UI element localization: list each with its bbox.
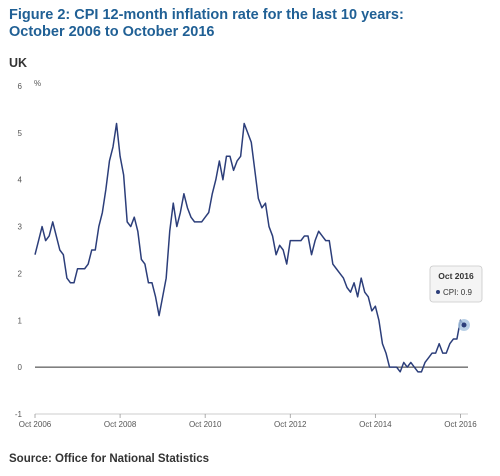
plot-area (34, 122, 470, 373)
y-tick-label: -1 (15, 410, 23, 419)
tooltip-value: CPI: 0.9 (443, 288, 472, 297)
data-point-oct-2016[interactable] (461, 322, 467, 328)
y-tick-label: 0 (18, 363, 23, 372)
y-tick-label: 1 (18, 316, 23, 325)
y-tick-label: 4 (18, 176, 23, 185)
y-tick-label: 6 (18, 82, 23, 91)
tooltip-series-marker (436, 290, 440, 294)
tooltip-title: Oct 2016 (438, 271, 474, 281)
x-tick-label: Oct 2006 (19, 420, 52, 429)
x-tick-label: Oct 2016 (444, 420, 477, 429)
tooltip: Oct 2016 CPI: 0.9 (429, 265, 483, 303)
series-line-cpi[interactable] (34, 122, 465, 373)
geography-label: UK (9, 56, 28, 70)
x-tick-label: Oct 2008 (104, 420, 137, 429)
x-tick-label: Oct 2014 (359, 420, 392, 429)
y-tick-label: 3 (18, 223, 23, 232)
y-axis: % -1 0 1 2 3 4 5 6 (15, 79, 41, 419)
x-tick-label: Oct 2010 (189, 420, 222, 429)
y-axis-unit-label: % (34, 79, 41, 88)
y-tick-label: 2 (18, 269, 23, 278)
chart-title-line1: Figure 2: CPI 12-month inflation rate fo… (9, 7, 404, 23)
tooltip-box (429, 265, 483, 303)
source-note: Source: Office for National Statistics (9, 453, 210, 465)
x-tick-label: Oct 2012 (274, 420, 307, 429)
y-tick-label: 5 (18, 129, 23, 138)
x-axis: Oct 2006 Oct 2008 Oct 2010 Oct 2012 Oct 2014… (19, 366, 477, 429)
chart-title: Figure 2: CPI 12-month inflation rate fo… (9, 7, 489, 41)
chart-title-line2: October 2006 to October 2016 (9, 24, 215, 40)
